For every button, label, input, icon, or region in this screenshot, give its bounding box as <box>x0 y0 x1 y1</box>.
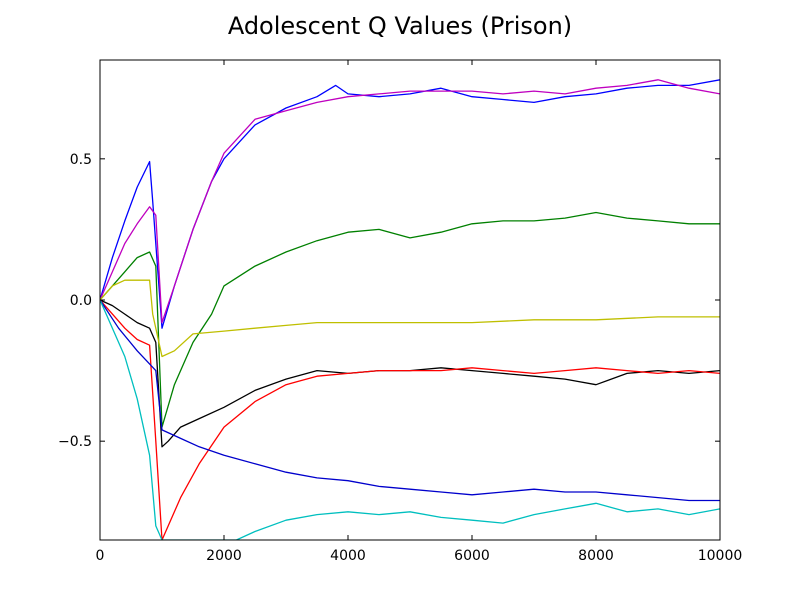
x-tick-label: 4000 <box>330 548 366 564</box>
chart-title: Adolescent Q Values (Prison) <box>228 12 572 40</box>
x-tick-label: 2000 <box>206 548 242 564</box>
series-line-7 <box>100 299 720 502</box>
axis-ticks: 0 2000 4000 6000 8000 10000 0.5 0.0 −0.5 <box>58 60 742 564</box>
series-line-3 <box>100 211 720 428</box>
y-tick-label: 0.0 <box>70 293 92 309</box>
series-line-5 <box>100 299 720 448</box>
x-tick-label: 8000 <box>578 548 614 564</box>
x-tick-label: 10000 <box>698 548 743 564</box>
series-line-4 <box>100 279 720 358</box>
series-line-6 <box>100 299 720 540</box>
x-tick-label: 6000 <box>454 548 490 564</box>
y-tick-label: −0.5 <box>58 434 92 450</box>
series-line-1 <box>100 79 720 329</box>
plot-frame <box>99 59 721 541</box>
series-line-8 <box>100 299 720 540</box>
x-tick-label: 0 <box>96 548 105 564</box>
series-layer <box>100 79 720 540</box>
series-line-2 <box>100 79 720 324</box>
y-tick-label: 0.5 <box>70 152 92 168</box>
